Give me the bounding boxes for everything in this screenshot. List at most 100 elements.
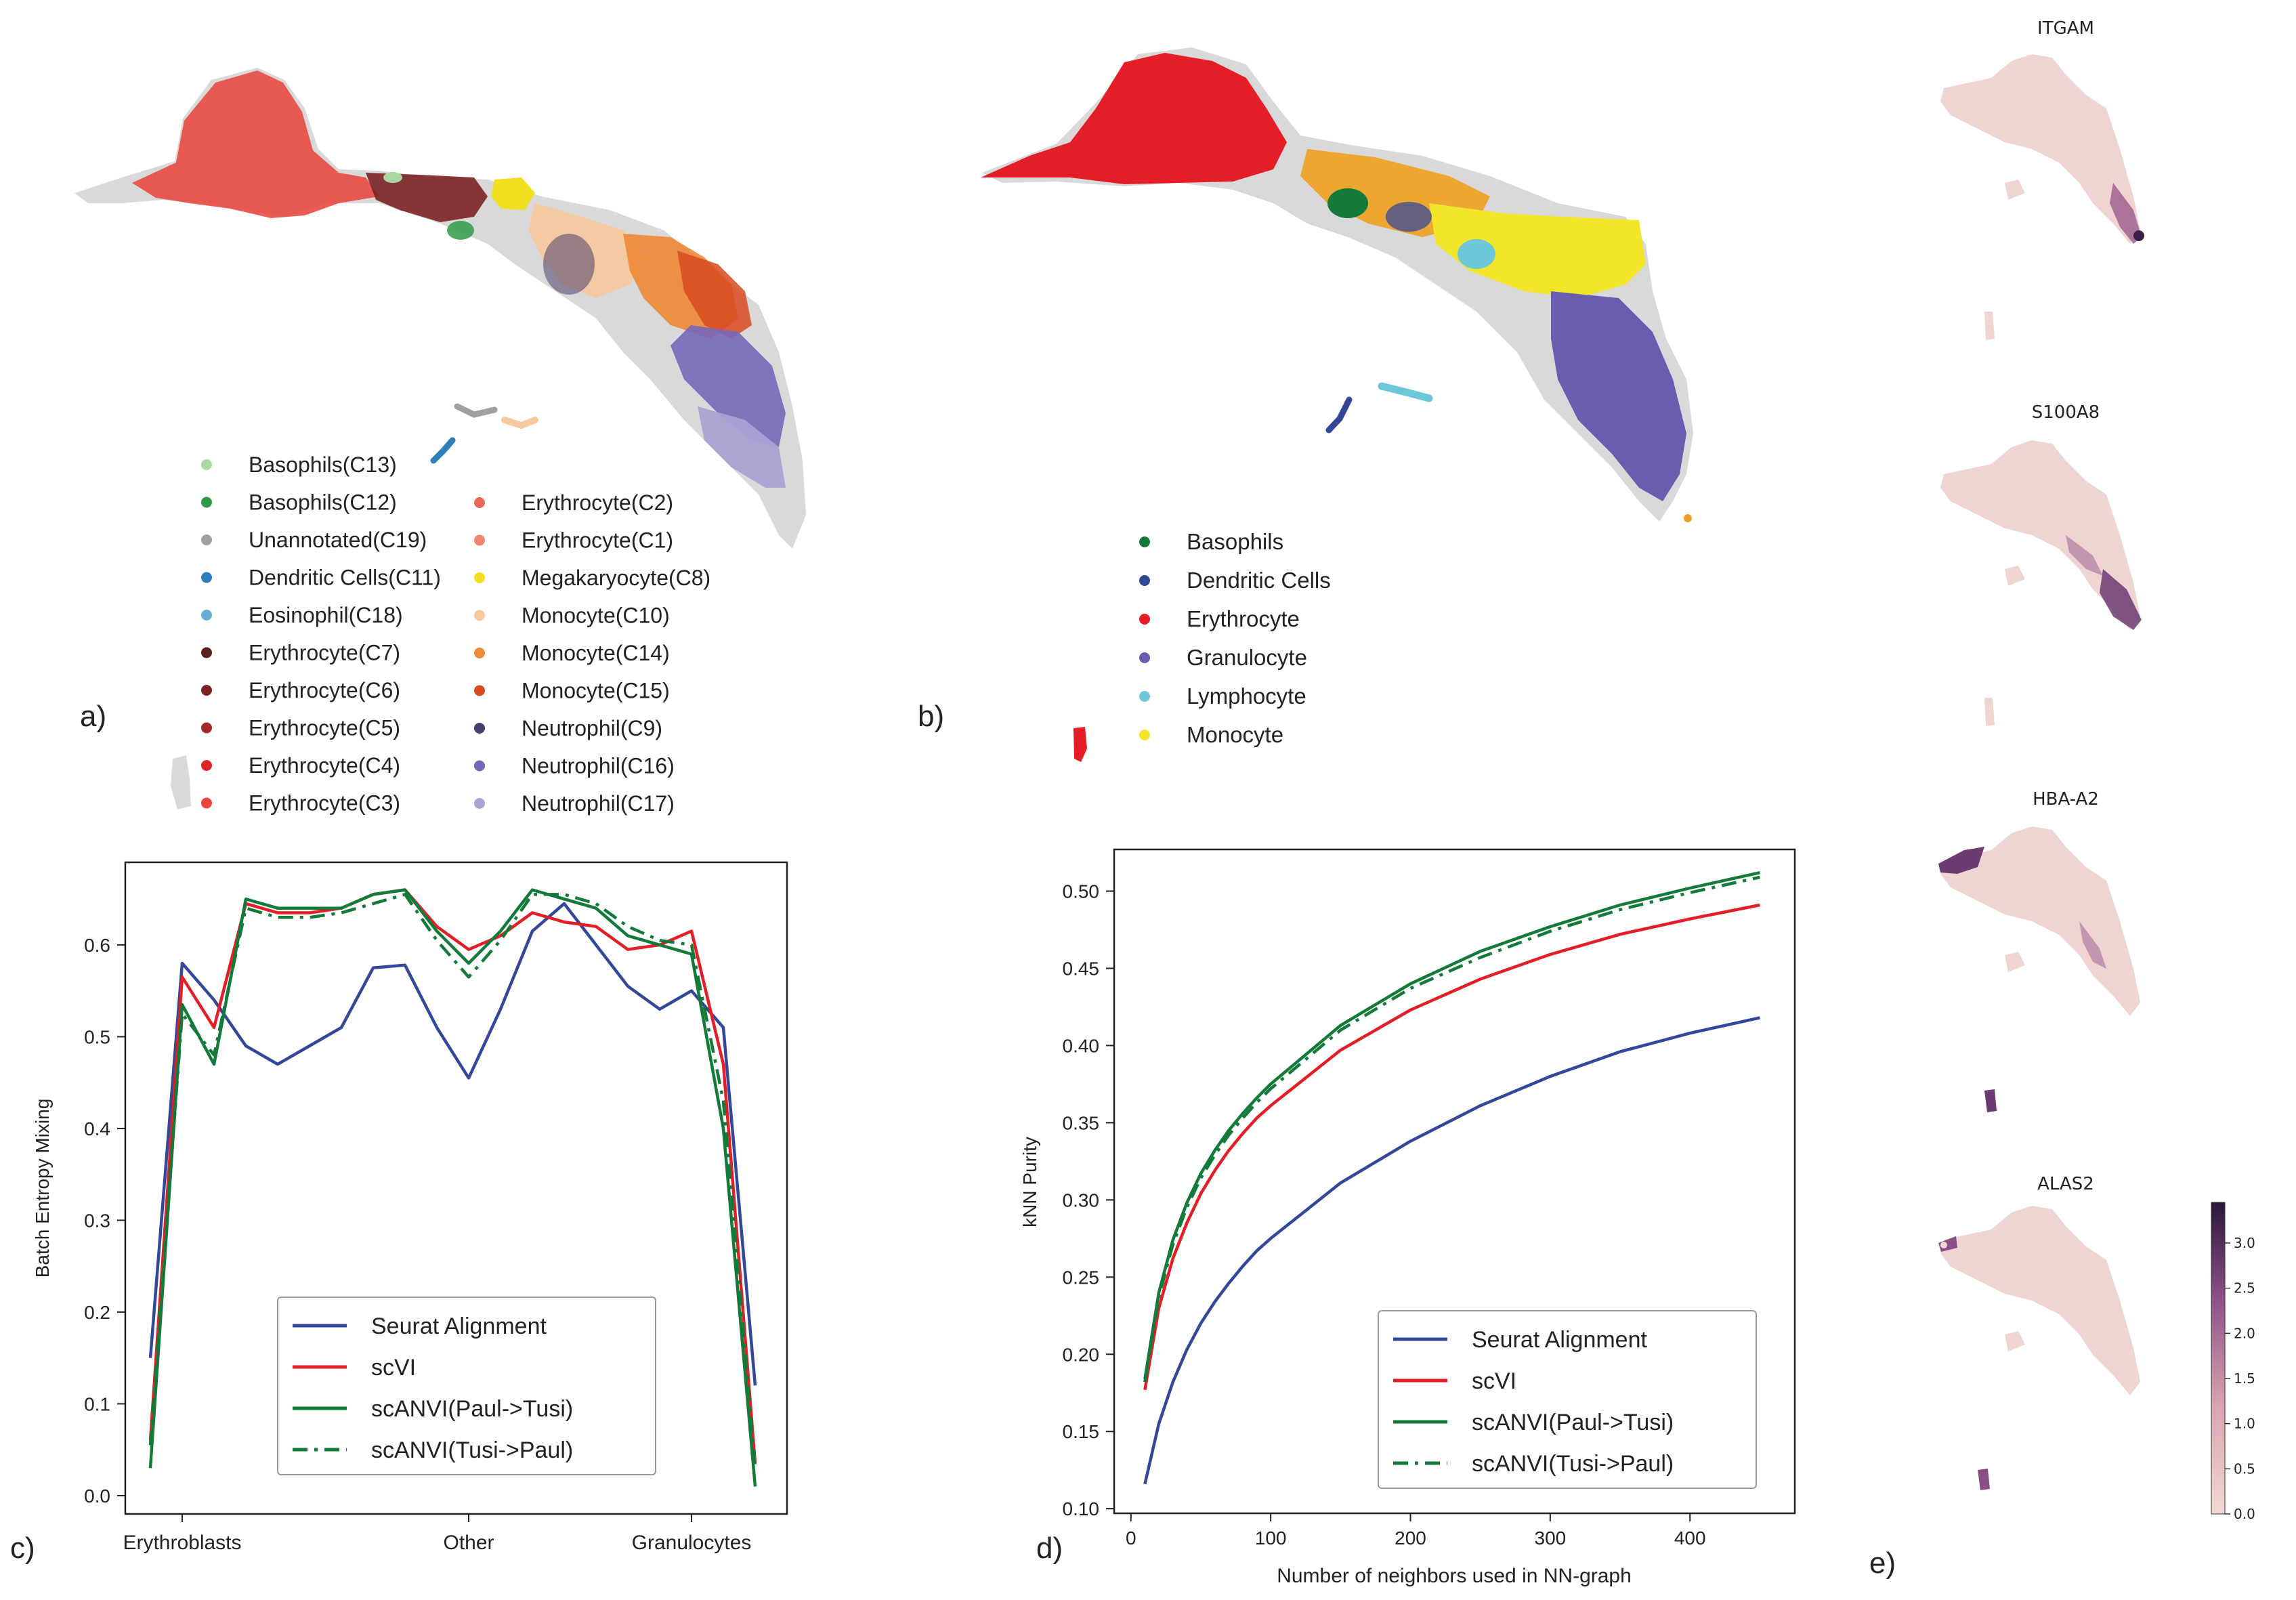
legend-a-label: Erythrocyte(C2)	[522, 490, 673, 515]
umap-b-lymphocyte-cluster	[1458, 239, 1495, 269]
legend-a-marker	[474, 534, 485, 546]
legend-a-marker	[474, 685, 485, 696]
c-y-tick-label: 0.0	[84, 1486, 110, 1507]
legend-b: Basophils Dendritic Cells Erythrocyte Granu…	[1139, 529, 1331, 747]
c-y-tick-label: 0.5	[84, 1026, 110, 1047]
legend-a-label: Erythrocyte(C1)	[522, 528, 673, 553]
legend-a-marker	[201, 610, 212, 620]
expr-title-s100a8: S100A8	[2032, 402, 2100, 423]
legend-a-label: Neutrophil(C17)	[522, 791, 675, 816]
umap-a-megakaryocyte-region	[491, 177, 535, 210]
legend-a-label: Monocyte(C14)	[522, 641, 670, 665]
d-y-axis-label: kNN Purity	[1019, 1137, 1040, 1227]
expr-umap-itgam	[1940, 54, 2144, 340]
c-y-tick-label: 0.2	[84, 1302, 110, 1323]
expr-title-hba-a2: HBA-A2	[2033, 789, 2099, 809]
umap-b-granulocyte-region	[1551, 291, 1686, 501]
colorbar-tick-label: 3.0	[2234, 1235, 2255, 1251]
legend-a-marker	[474, 610, 485, 621]
d-y-tick-label: 0.25	[1063, 1267, 1100, 1288]
c-y-tick-label: 0.6	[84, 935, 110, 956]
d-y-tick-label: 0.50	[1063, 881, 1100, 902]
d-x-tick-label: 0	[1126, 1528, 1136, 1549]
legend-a-label: Monocyte(C15)	[522, 679, 670, 703]
d-x-axis-label: Number of neighbors used in NN-graph	[1277, 1565, 1632, 1587]
panel-label-b: b)	[918, 700, 944, 733]
d-y-tick-label: 0.15	[1063, 1421, 1100, 1442]
panel-label-d: d)	[1036, 1532, 1063, 1565]
legend-a-marker	[201, 722, 212, 734]
panel-a-umap: Basophils(C13) Basophils(C12) Unannotated(…	[75, 68, 806, 816]
umap-a-neutrophil-region	[671, 325, 786, 447]
umap-a-neutrophil-c9-cluster	[543, 234, 595, 295]
d-series-line	[1143, 1016, 1760, 1485]
legend-a-label: Erythrocyte(C7)	[249, 641, 400, 665]
legend-d-label: scANVI(Tusi->Paul)	[1472, 1451, 1674, 1477]
c-y-tick-label: 0.3	[84, 1210, 110, 1231]
legend-b-marker	[1139, 575, 1150, 586]
legend-b-marker	[1139, 730, 1150, 740]
legend-a-marker	[201, 572, 212, 583]
c-y-tick-label: 0.4	[84, 1118, 110, 1139]
panel-c-chart: 0.0 0.1 0.2 0.3 0.4 0.5 0.6 Erythroblasts Other…	[10, 861, 788, 1565]
colorbar-tick-label: 1.0	[2234, 1416, 2255, 1432]
legend-a-label: Neutrophil(C16)	[522, 754, 675, 778]
legend-a-marker	[201, 647, 212, 658]
plot-d-frame	[1113, 848, 1796, 1515]
c-series-line	[148, 902, 757, 1386]
legend-d-label: scVI	[1472, 1368, 1516, 1394]
legend-c-label: scANVI(Paul->Tusi)	[371, 1396, 573, 1422]
legend-b-label: Lymphocyte	[1187, 683, 1306, 709]
panel-label-e: e)	[1869, 1546, 1896, 1580]
umap-b-basophil-cluster	[1327, 188, 1368, 218]
umap-a-neutrophil-light-region	[698, 406, 786, 488]
legend-a-label: Erythrocyte(C6)	[249, 678, 400, 702]
legend-b-label: Erythrocyte	[1187, 606, 1300, 631]
d-y-tick-label: 0.35	[1063, 1112, 1100, 1133]
d-y-tick-label: 0.10	[1063, 1498, 1100, 1519]
panel-e-expression: ITGAM S100A8 HBA-A2 ALAS2 3.02.	[1869, 18, 2255, 1580]
legend-a-marker	[201, 760, 212, 771]
legend-d-label: Seurat Alignment	[1472, 1327, 1647, 1353]
legend-a-label: Megakaryocyte(C8)	[522, 566, 710, 590]
d-x-tick-label: 300	[1535, 1528, 1567, 1549]
d-series-line	[1143, 875, 1760, 1383]
colorbar-tick-label: 2.0	[2234, 1325, 2255, 1341]
umap-a-monocyte-dark-region	[677, 251, 752, 339]
umap-b-dendritic-island	[1325, 396, 1353, 434]
expr-title-alas2: ALAS2	[2037, 1174, 2094, 1194]
panel-b-umap: Basophils Dendritic Cells Erythrocyte Granu…	[918, 47, 1693, 762]
c-series-line	[148, 888, 757, 1464]
legend-a-label: Neutrophil(C9)	[522, 716, 662, 740]
umap-b-monocyte-region	[1429, 203, 1646, 298]
umap-b-dendritic-cluster	[1386, 202, 1432, 232]
umap-b-lymphocyte-island	[1378, 382, 1433, 402]
legend-a-marker	[201, 497, 212, 508]
legend-b-marker	[1139, 691, 1150, 702]
legend-b-label: Basophils	[1187, 529, 1283, 554]
c-series-line	[148, 893, 757, 1469]
legend-a-marker	[201, 534, 212, 545]
c-x-tick-label: Other	[443, 1532, 494, 1554]
c-series-line	[148, 888, 757, 1487]
legend-a-marker	[474, 497, 485, 508]
c-x-tick-label: Erythroblasts	[123, 1532, 241, 1554]
legend-c-box	[277, 1297, 656, 1475]
umap-a-erythrocyte-dark-region	[366, 173, 488, 222]
colorbar-tick-label: 2.5	[2234, 1280, 2255, 1297]
legend-a-label: Erythrocyte(C5)	[249, 716, 400, 740]
colorbar-gradient	[2211, 1202, 2226, 1515]
umap-b-erythrocyte-region	[981, 53, 1287, 184]
d-y-tick-label: 0.45	[1063, 958, 1100, 979]
legend-a-marker	[201, 459, 212, 470]
legend-a-label: Unannotated(C19)	[249, 528, 427, 552]
c-y-axis-label: Batch Entropy Mixing	[32, 1099, 53, 1278]
d-y-tick-label: 0.20	[1063, 1344, 1100, 1365]
plot-c-frame	[124, 861, 788, 1515]
legend-a-label: Basophils(C13)	[249, 452, 397, 477]
legend-a-label: Basophils(C12)	[249, 490, 397, 515]
legend-a-label: Monocyte(C10)	[522, 604, 670, 628]
umap-a-erythrocyte-region	[132, 70, 379, 218]
expr-title-itgam: ITGAM	[2037, 18, 2094, 39]
